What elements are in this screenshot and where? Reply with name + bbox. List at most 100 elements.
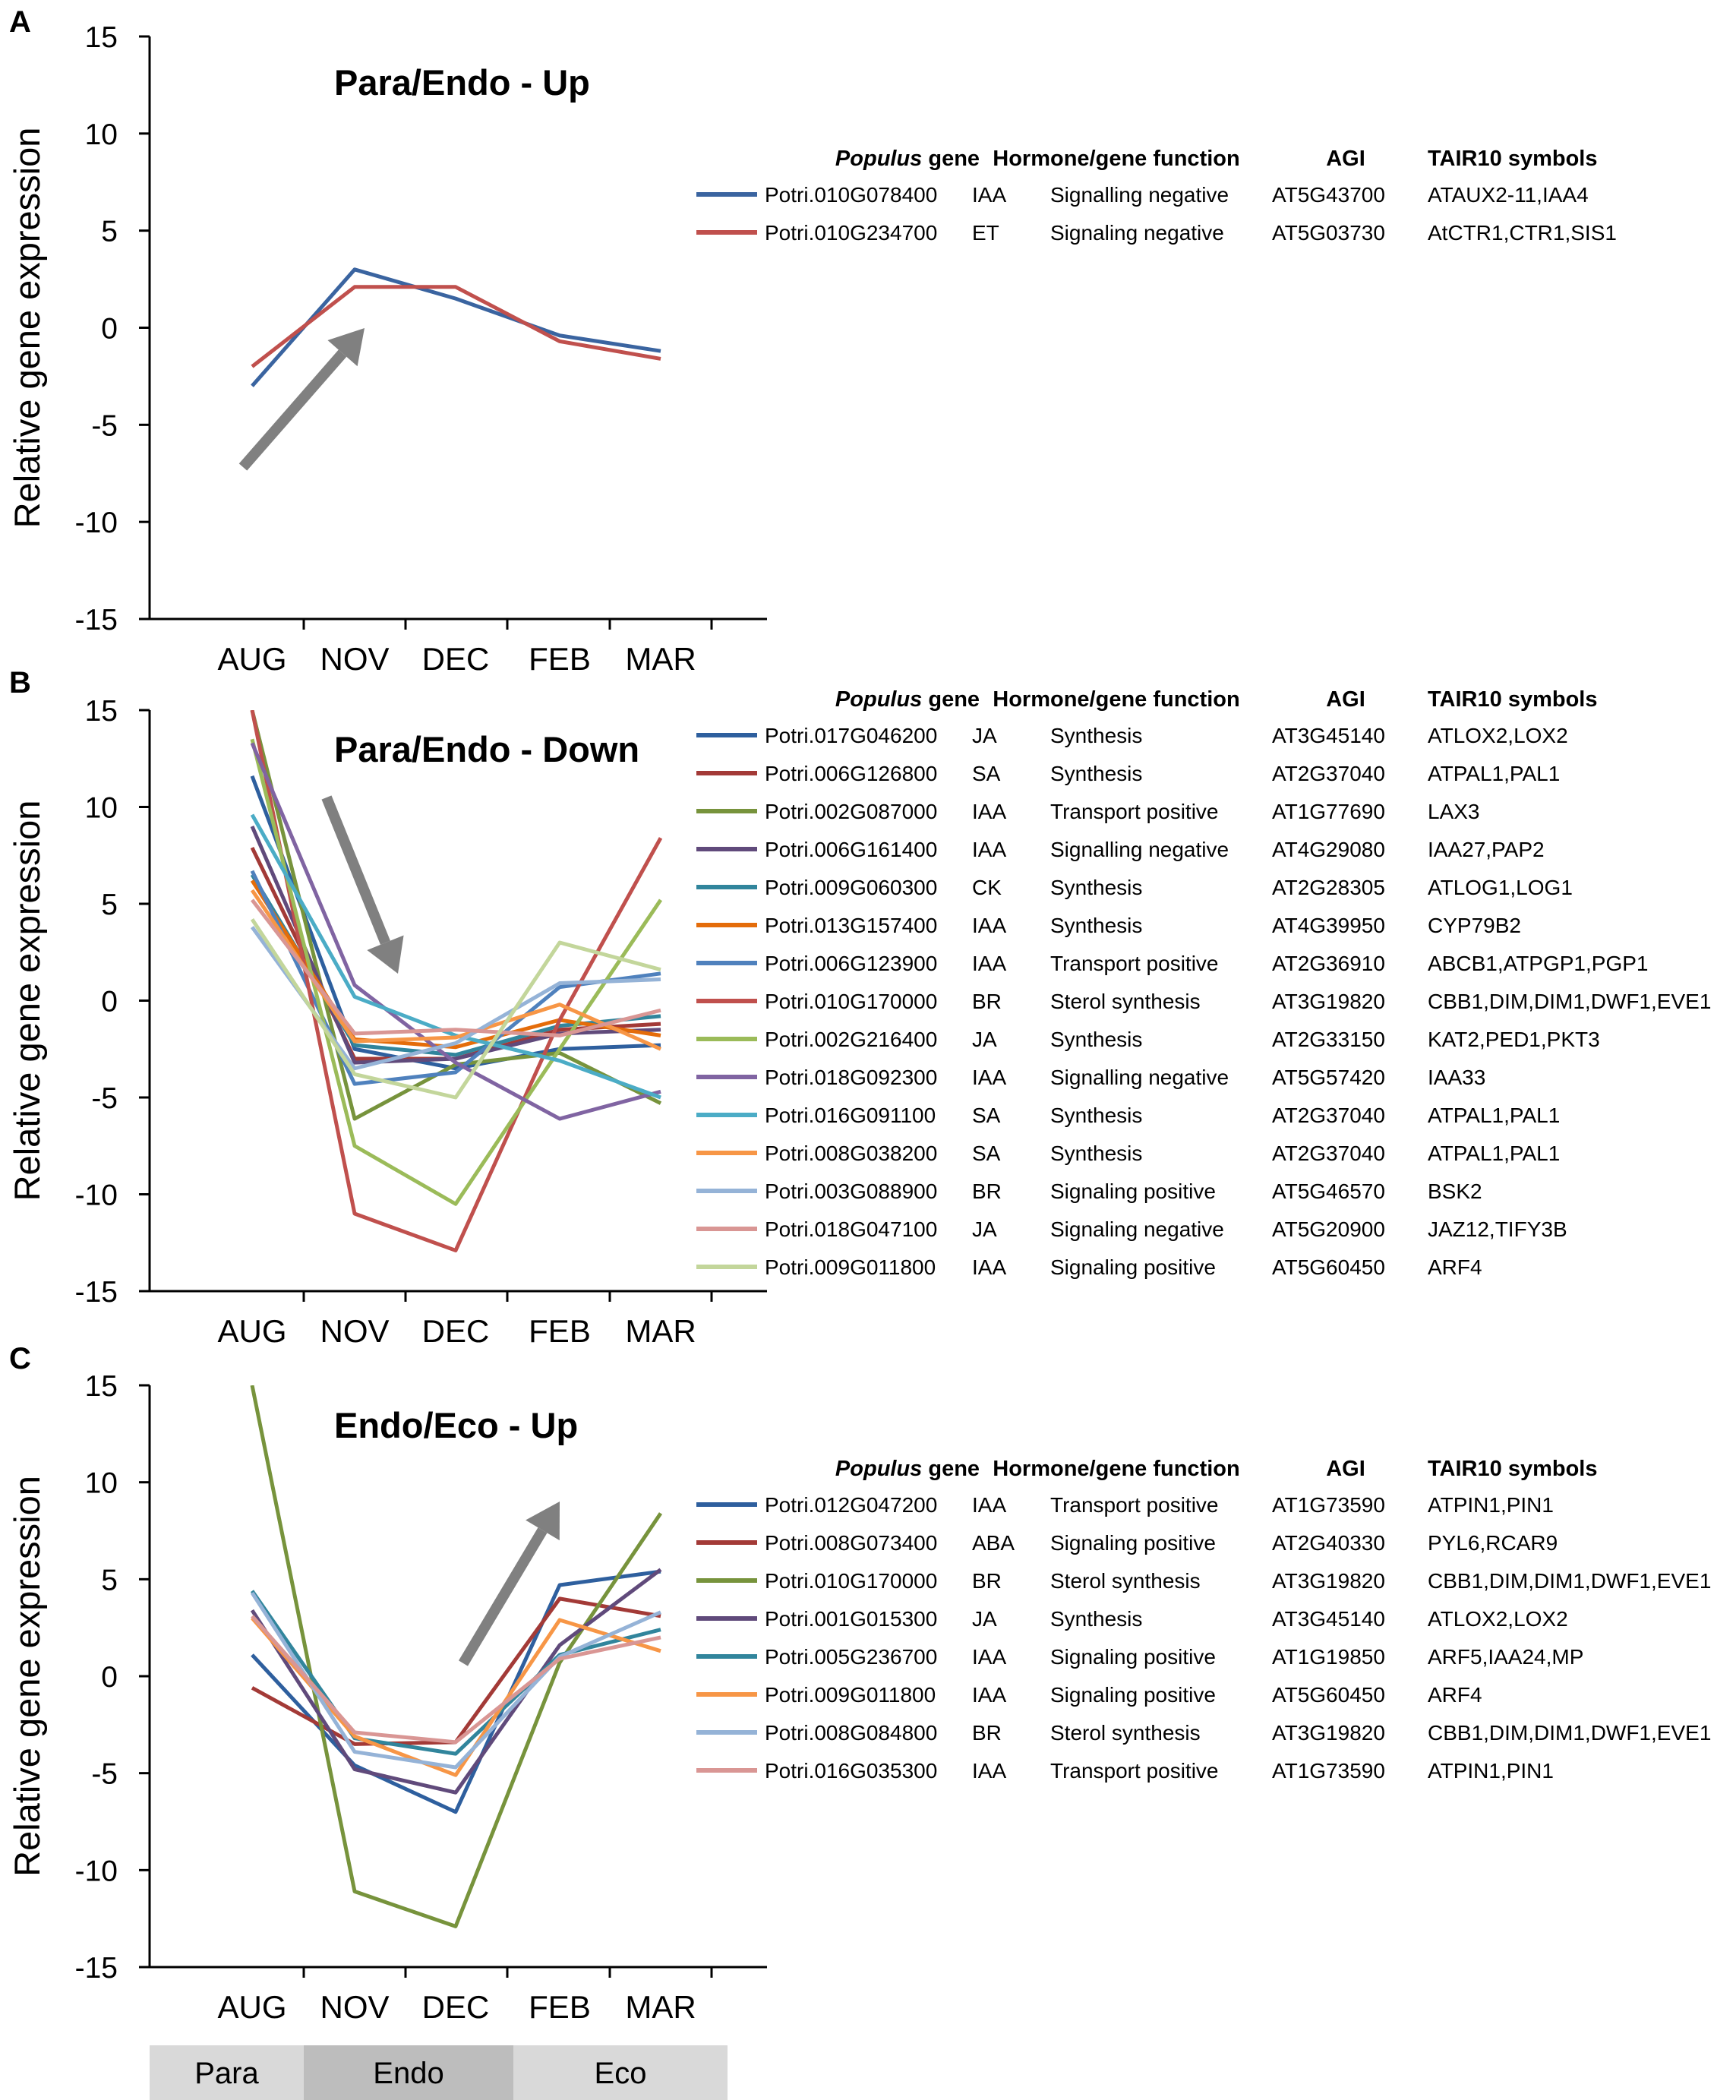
trend-arrow-shaft [458, 1527, 548, 1666]
y-axis-label: Relative gene expression [7, 128, 47, 529]
phase-block [150, 2045, 304, 2100]
legend-symbols: ARF4 [1428, 1683, 1482, 1707]
x-tick-label: MAR [625, 1313, 696, 1349]
legend-agi: AT5G20900 [1272, 1217, 1385, 1241]
legend-gene: Potri.018G047100 [765, 1217, 937, 1241]
legend-header-function: Hormone/gene function [993, 687, 1239, 712]
panel-c: C 15 10 5 0 -5 -10 -15 AUG NOV DEC FEB MAR Relative g… [7, 1342, 1711, 2025]
legend-symbols: AtCTR1,CTR1,SIS1 [1428, 221, 1617, 245]
x-tick-label: DEC [422, 1313, 490, 1349]
legend-hormone: IAA [972, 1683, 1006, 1707]
legend-header-gene-italic: Populus [835, 1457, 922, 1481]
legend-agi: AT4G39950 [1272, 914, 1385, 937]
series-line [251, 1615, 661, 1745]
legend-function: Transport positive [1050, 1759, 1219, 1783]
legend-function: Synthesis [1050, 1607, 1142, 1631]
legend-hormone: IAA [972, 1493, 1006, 1517]
legend-hormone: BR [972, 1569, 1002, 1593]
legend-header-symbols: TAIR10 symbols [1428, 1457, 1597, 1481]
legend-gene: Potri.009G011800 [765, 1255, 936, 1279]
legend-function: Synthesis [1050, 1104, 1142, 1127]
legend-agi: AT2G33150 [1272, 1028, 1385, 1051]
y-tick-label: 10 [85, 118, 118, 151]
legend-header-symbols: TAIR10 symbols [1428, 147, 1597, 171]
legend-function: Signalling negative [1050, 838, 1229, 861]
legend-agi: AT2G40330 [1272, 1531, 1385, 1555]
legend-agi: AT5G03730 [1272, 221, 1385, 245]
legend-hormone: CK [972, 876, 1002, 899]
legend-gene: Potri.010G078400 [765, 183, 937, 207]
legend-agi: AT5G46570 [1272, 1179, 1385, 1203]
phase-block [304, 2045, 513, 2100]
legend-symbols: CBB1,DIM,DIM1,DWF1,EVE1 [1428, 1721, 1711, 1745]
legend-agi: AT2G37040 [1272, 1142, 1385, 1165]
legend-header-symbols: TAIR10 symbols [1428, 687, 1597, 712]
y-tick-label: 0 [101, 313, 118, 346]
legend-hormone: JA [972, 724, 997, 747]
legend-agi: AT5G57420 [1272, 1066, 1385, 1089]
legend-agi: AT2G37040 [1272, 762, 1385, 785]
legend-symbols: ARF4 [1428, 1255, 1482, 1279]
legend-hormone: IAA [972, 183, 1006, 207]
legend-symbols: LAX3 [1428, 800, 1480, 823]
series-line [250, 918, 661, 1100]
legend-symbols: PYL6,RCAR9 [1428, 1531, 1558, 1555]
legend-gene: Potri.001G015300 [765, 1607, 937, 1631]
y-tick-label: 10 [85, 1467, 118, 1500]
legend-header-gene-italic: Populus [835, 687, 922, 712]
legend-symbols: CYP79B2 [1428, 914, 1521, 937]
x-tick-label: MAR [625, 1989, 696, 2025]
phase-bar: Para Endo Eco [150, 2045, 728, 2100]
trend-arrow-head [526, 1502, 560, 1541]
legend-hormone: ABA [972, 1531, 1015, 1555]
trend-arrow-head [367, 935, 404, 974]
x-tick-label: NOV [320, 1989, 389, 2025]
panel-a: A 15 10 5 0 -5 -10 -15 AUG NOV DEC FEB MAR Relative g… [7, 5, 1617, 677]
legend-agi: AT5G60450 [1272, 1683, 1385, 1707]
panel-title: Endo/Eco - Up [334, 1405, 578, 1445]
legend-agi: AT5G60450 [1272, 1255, 1385, 1279]
legend-symbols: ARF5,IAA24,MP [1428, 1645, 1583, 1669]
y-tick-label: -10 [75, 1179, 118, 1212]
x-tick-label: NOV [320, 1313, 389, 1349]
legend-header-function: Hormone/gene function [993, 147, 1239, 171]
legend-hormone: IAA [972, 1645, 1006, 1669]
legend-agi: AT3G19820 [1272, 1721, 1385, 1745]
legend-hormone: IAA [972, 800, 1006, 823]
legend-hormone: BR [972, 990, 1002, 1013]
y-tick-label: -10 [75, 507, 118, 539]
legend-gene: Potri.006G123900 [765, 952, 937, 975]
legend-agi: AT4G29080 [1272, 838, 1385, 861]
series-line [251, 898, 661, 1037]
legend-hormone: IAA [972, 1759, 1006, 1783]
x-tick-label: FEB [529, 1989, 591, 2025]
y-tick-label: 10 [85, 792, 118, 825]
legend-function: Transport positive [1050, 1493, 1219, 1517]
legend-gene: Potri.006G161400 [765, 838, 937, 861]
y-tick-label: 15 [85, 21, 118, 54]
legend-agi: AT1G77690 [1272, 800, 1385, 823]
x-tick-label: DEC [422, 641, 490, 677]
trend-arrow-head [327, 328, 365, 367]
legend-agi: AT1G73590 [1272, 1493, 1385, 1517]
y-tick-label: 15 [85, 695, 118, 728]
legend-hormone: JA [972, 1607, 997, 1631]
x-tick-label: AUG [217, 1313, 286, 1349]
legend-agi: AT2G37040 [1272, 1104, 1385, 1127]
x-tick-label: AUG [217, 1989, 286, 2025]
legend-symbols: ATLOX2,LOX2 [1428, 724, 1568, 747]
legend-header-gene-rest: gene [922, 147, 980, 171]
legend-gene: Potri.009G011800 [765, 1683, 936, 1707]
legend-function: Signaling positive [1050, 1179, 1216, 1203]
legend-function: Synthesis [1050, 762, 1142, 785]
legend-symbols: IAA33 [1428, 1066, 1485, 1089]
legend-function: Signalling negative [1050, 183, 1229, 207]
legend-hormone: ET [972, 221, 999, 245]
legend-symbols: ATPIN1,PIN1 [1428, 1493, 1554, 1517]
legend-function: Signaling negative [1050, 221, 1224, 245]
legend-function: Signalling negative [1050, 1066, 1229, 1089]
x-tick-label: DEC [422, 1989, 490, 2025]
legend-function: Transport positive [1050, 952, 1219, 975]
legend-hormone: BR [972, 1721, 1002, 1745]
